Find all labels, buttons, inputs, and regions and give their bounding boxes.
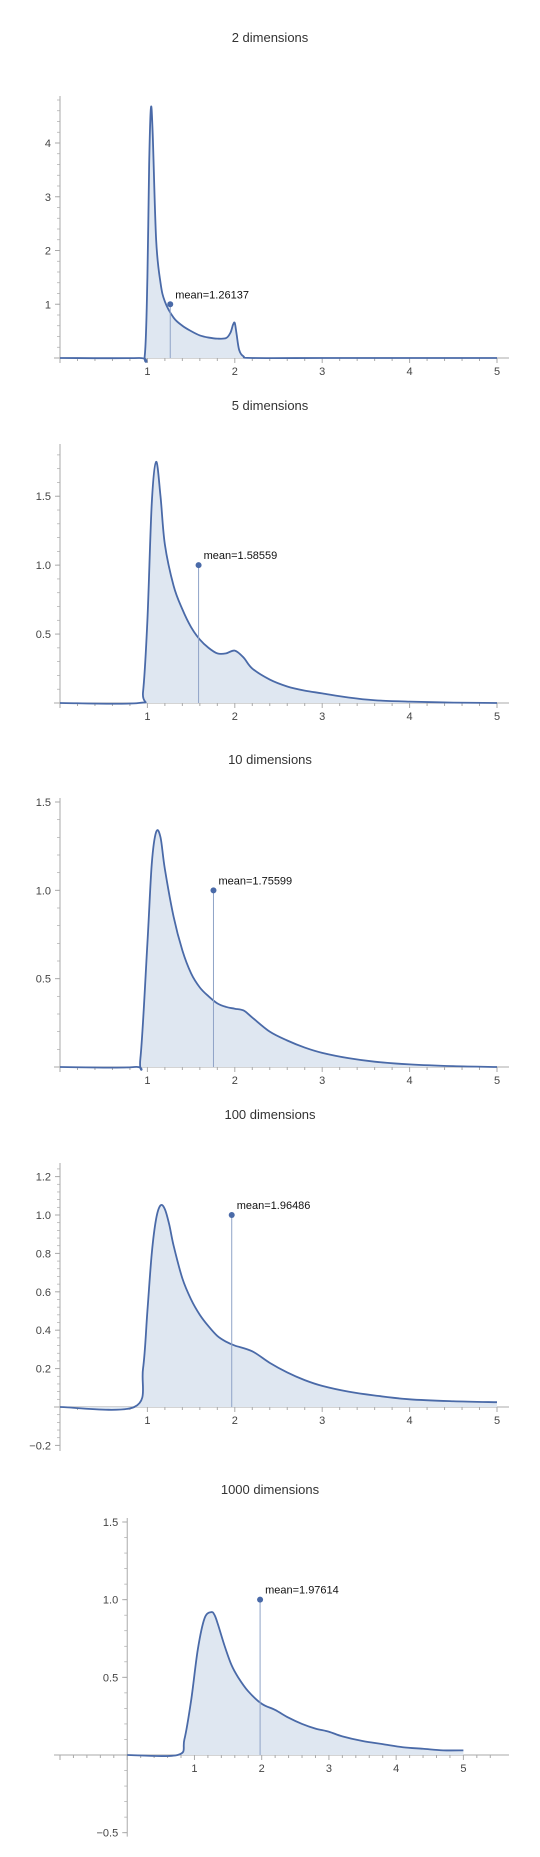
y-tick-label: 0.5 bbox=[36, 629, 51, 641]
mean-label: mean=1.96486 bbox=[237, 1200, 311, 1212]
mean-marker bbox=[195, 562, 202, 569]
y-tick-label: 0.4 bbox=[36, 1325, 51, 1337]
x-tick-label: 4 bbox=[393, 1763, 399, 1775]
chart-title: 2 dimensions bbox=[231, 30, 309, 45]
x-tick-label: 5 bbox=[494, 1075, 500, 1087]
density-area-fill bbox=[60, 461, 497, 704]
y-tick-label: −0.5 bbox=[97, 1828, 119, 1840]
x-tick-label: 4 bbox=[407, 711, 413, 723]
y-tick-label: 0.2 bbox=[36, 1364, 51, 1376]
mean-label: mean=1.97614 bbox=[265, 1585, 339, 1597]
y-tick-label: 3 bbox=[45, 192, 51, 204]
y-tick-label: 1.2 bbox=[36, 1172, 51, 1184]
y-tick-label: 1.0 bbox=[103, 1595, 118, 1607]
mean-label: mean=1.26137 bbox=[175, 289, 249, 301]
mean-marker bbox=[228, 1212, 235, 1218]
x-tick-label: 2 bbox=[232, 1415, 238, 1427]
mean-label: mean=1.58559 bbox=[204, 550, 278, 562]
chart-svg: 1 2 3 4 5 0.5 1.0 1.5 mean=1.58559 bbox=[36, 444, 509, 723]
mean-label: mean=1.75599 bbox=[218, 875, 292, 887]
chart-svg: 1 2 3 4 5 −0.5 0.5 1.0 1.5 mean=1.97614 bbox=[54, 1517, 509, 1840]
chart-title: 1000 dimensions bbox=[220, 1482, 320, 1497]
x-tick-label: 1 bbox=[144, 711, 150, 723]
x-tick-label: 5 bbox=[460, 1763, 466, 1775]
chart-svg: 1 2 3 4 5 1 2 3 4 mean=1.26137 bbox=[45, 96, 509, 378]
density-area-fill bbox=[127, 1611, 464, 1757]
x-tick-label: 2 bbox=[259, 1763, 265, 1775]
y-tick-label: 0.8 bbox=[36, 1248, 51, 1260]
y-tick-label: 1.5 bbox=[36, 491, 51, 503]
density-curve bbox=[59, 105, 497, 363]
x-tick-label: 2 bbox=[232, 1075, 238, 1087]
chart-panel: 10 dimensions 1 2 3 4 5 0.5 1.0 1.5 mean=1.75599 bbox=[0, 752, 540, 1097]
chart-title: 100 dimensions bbox=[224, 1107, 316, 1122]
y-tick-label: 1.5 bbox=[36, 797, 51, 809]
chart-panel: 1000 dimensions 1 2 3 4 5 −0.5 0.5 1.0 1.5 mean=1.… bbox=[0, 1482, 540, 1852]
x-tick-label: 5 bbox=[494, 711, 500, 723]
x-tick-label: 3 bbox=[319, 1075, 325, 1087]
y-tick-label: −0.2 bbox=[29, 1440, 51, 1452]
chart-panel: 100 dimensions 1 2 3 4 5 −0.2 0.2 0.4 0.6 0.8 1.0 1.… bbox=[0, 1107, 540, 1467]
x-tick-label: 1 bbox=[144, 1415, 150, 1427]
chart-panel: 5 dimensions 1 2 3 4 5 0.5 1.0 1.5 mean=1.58559 bbox=[0, 398, 540, 738]
y-tick-label: 2 bbox=[45, 246, 51, 258]
y-tick-label: 1.0 bbox=[36, 560, 51, 572]
mean-marker bbox=[167, 301, 174, 308]
y-tick-label: 0.6 bbox=[36, 1287, 51, 1299]
chart-title: 10 dimensions bbox=[228, 752, 312, 767]
density-area-fill bbox=[60, 106, 497, 362]
x-tick-label: 1 bbox=[191, 1763, 197, 1775]
density-curve bbox=[59, 460, 498, 705]
chart-title: 5 dimensions bbox=[231, 398, 309, 413]
x-tick-label: 4 bbox=[407, 366, 413, 378]
chart-panel: 2 dimensions 1 2 3 4 5 1 2 3 4 mean=1.26137 bbox=[0, 30, 540, 378]
x-tick-label: 2 bbox=[232, 366, 238, 378]
x-tick-label: 3 bbox=[319, 711, 325, 723]
density-area-fill bbox=[60, 830, 497, 1070]
mean-marker bbox=[257, 1596, 264, 1603]
y-tick-label: 0.5 bbox=[36, 974, 51, 986]
y-tick-label: 1.0 bbox=[36, 885, 51, 897]
x-tick-label: 1 bbox=[144, 1075, 150, 1087]
density-area-fill bbox=[60, 1204, 497, 1410]
density-curve bbox=[127, 1611, 464, 1758]
mean-marker bbox=[210, 887, 217, 894]
x-tick-label: 1 bbox=[144, 366, 150, 378]
x-tick-label: 4 bbox=[407, 1075, 413, 1087]
density-curve bbox=[59, 1203, 498, 1411]
density-curve bbox=[59, 829, 498, 1071]
y-tick-label: 1.0 bbox=[36, 1210, 51, 1222]
x-tick-label: 4 bbox=[407, 1415, 413, 1427]
y-tick-label: 4 bbox=[45, 138, 51, 150]
y-tick-label: 1.5 bbox=[103, 1517, 118, 1529]
x-tick-label: 3 bbox=[319, 1415, 325, 1427]
x-tick-label: 2 bbox=[232, 711, 238, 723]
x-tick-label: 5 bbox=[494, 1415, 500, 1427]
chart-svg: 1 2 3 4 5 −0.2 0.2 0.4 0.6 0.8 1.0 1.2 mean=1.96486 bbox=[29, 1163, 509, 1452]
x-tick-label: 5 bbox=[494, 366, 500, 378]
x-tick-label: 3 bbox=[319, 366, 325, 378]
x-tick-label: 3 bbox=[326, 1763, 332, 1775]
chart-svg: 1 2 3 4 5 0.5 1.0 1.5 mean=1.75599 bbox=[36, 797, 509, 1087]
y-tick-label: 0.5 bbox=[103, 1672, 118, 1684]
y-tick-label: 1 bbox=[45, 299, 51, 311]
